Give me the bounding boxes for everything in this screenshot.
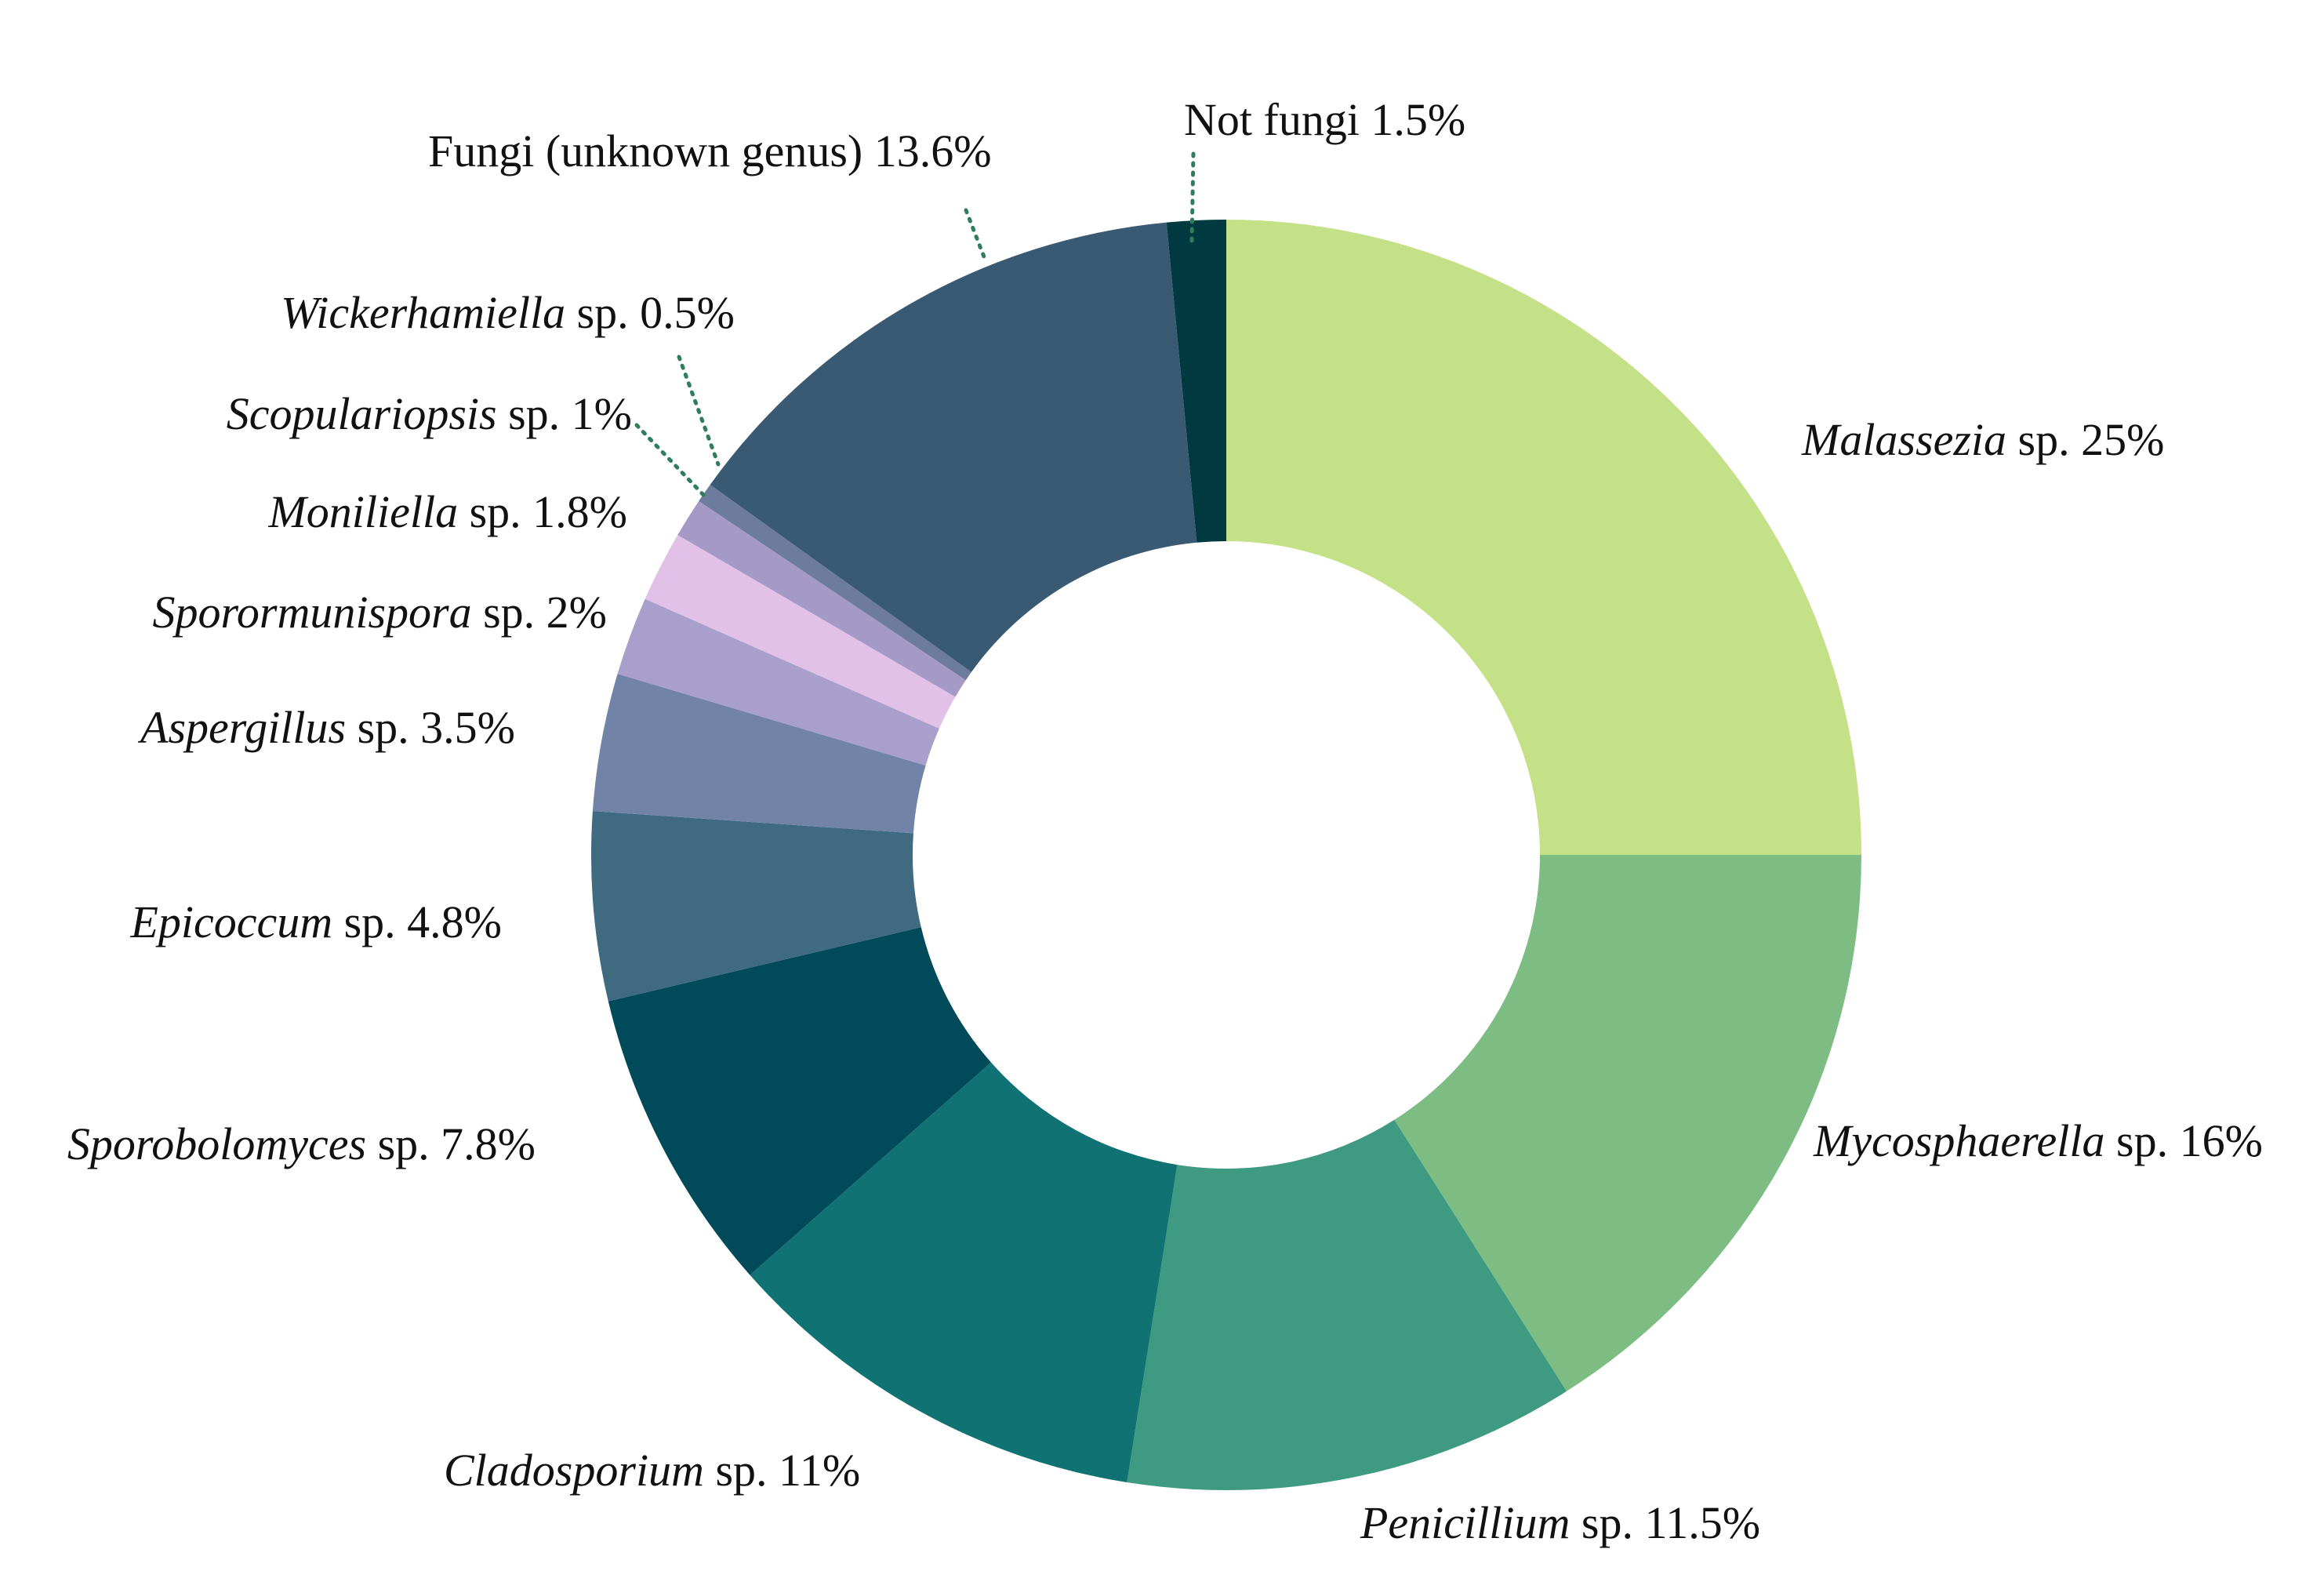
slice-fungi-unknown-genus-13-6 [710, 222, 1197, 672]
leader-scopulariopsis-sp-1 [634, 423, 708, 500]
donut-slices [591, 220, 1861, 1491]
slice-sporormunispora-sp-2 [617, 598, 939, 765]
label-penicillium-sp-11-5: Penicillium sp. 11.5% [1360, 1497, 1760, 1548]
slice-penicillium-sp-11-5 [1127, 1119, 1567, 1491]
label-wickerhamiella-sp-0-5: Wickerhamiella sp. 0.5% [281, 287, 735, 338]
label-epicoccum-sp-4-8: Epicoccum sp. 4.8% [129, 896, 502, 947]
label-aspergillus-sp-3-5: Aspergillus sp. 3.5% [137, 702, 515, 753]
leader-wickerhamiella-sp-0-5 [677, 355, 721, 467]
slice-sporobolomyces-sp-7-8 [608, 927, 991, 1275]
label-fungi-unknown-genus-13-6: Fungi (unknown genus) 13.6% [428, 125, 992, 176]
slice-not-fungi-1-5 [1166, 220, 1226, 543]
slice-scopulariopsis-sp-1 [677, 500, 966, 697]
leader-lines [634, 151, 1196, 500]
leader-fungi-unknown-genus-13-6 [964, 208, 987, 261]
slice-mycosphaerella-sp-16 [1394, 855, 1861, 1391]
slice-malassezia-sp-25 [1226, 220, 1861, 855]
label-scopulariopsis-sp-1: Scopulariopsis sp. 1% [227, 388, 632, 439]
label-cladosporium-sp-11: Cladosporium sp. 11% [444, 1445, 860, 1496]
slice-moniliella-sp-1-8 [645, 535, 956, 729]
slice-aspergillus-sp-3-5 [592, 674, 926, 834]
slice-labels: Malassezia sp. 25% Mycosphaerella sp. 16%… [67, 94, 2263, 1548]
slice-epicoccum-sp-4-8 [591, 811, 921, 1002]
label-mycosphaerella-sp-16: Mycosphaerella sp. 16% [1813, 1115, 2263, 1166]
leader-not-fungi-1-5 [1189, 151, 1196, 244]
slice-cladosporium-sp-11 [750, 1062, 1178, 1483]
label-malassezia-sp-25: Malassezia sp. 25% [1801, 414, 2164, 465]
label-sporobolomyces-sp-7-8: Sporobolomyces sp. 7.8% [67, 1118, 536, 1169]
slice-wickerhamiella-sp-0-5 [699, 485, 971, 681]
label-sporormunispora-sp-2: Sporormunispora sp. 2% [152, 587, 607, 638]
label-moniliella-sp-1-8: Moniliella sp. 1.8% [267, 486, 627, 537]
label-not-fungi-1-5: Not fungi 1.5% [1184, 94, 1465, 145]
